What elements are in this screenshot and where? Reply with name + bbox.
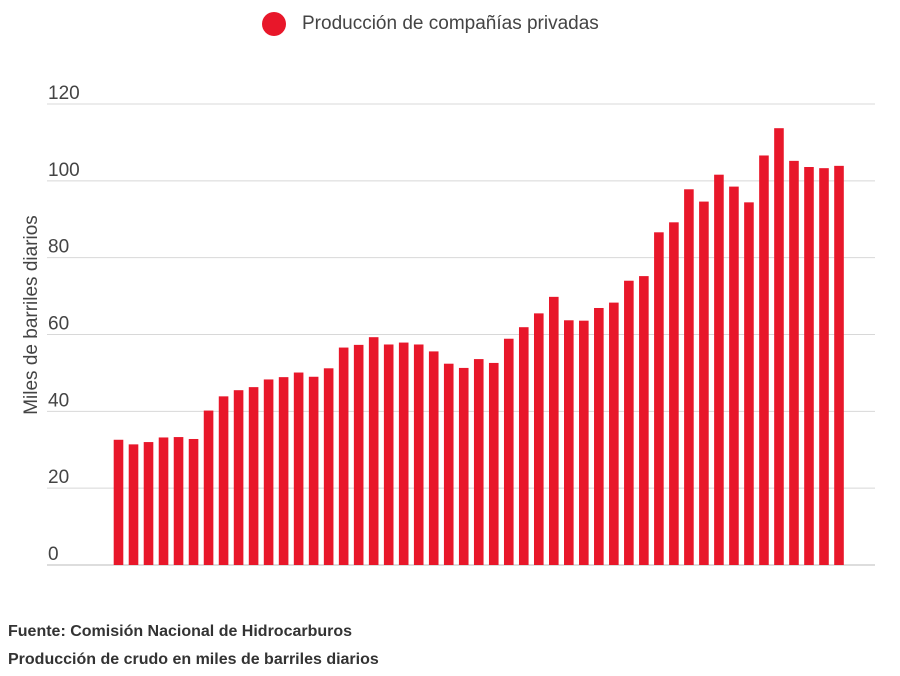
bar xyxy=(338,347,349,565)
y-axis-ticks: 0 20 40 60 80 100 120 xyxy=(48,83,80,565)
bar xyxy=(113,439,124,565)
bar xyxy=(609,302,619,565)
bar xyxy=(819,168,829,565)
y-tick-label: 100 xyxy=(48,160,80,181)
bar xyxy=(173,437,184,565)
bar xyxy=(639,276,649,565)
bar xyxy=(398,342,409,565)
bar xyxy=(669,222,679,565)
bar xyxy=(188,438,199,565)
bar xyxy=(308,376,319,565)
bar xyxy=(684,189,694,566)
legend-label: Producción de compañías privadas xyxy=(302,13,599,34)
bar xyxy=(759,155,769,566)
bar xyxy=(233,390,244,565)
bar xyxy=(458,367,469,565)
bar xyxy=(368,337,379,565)
y-tick-label: 80 xyxy=(48,237,69,258)
source-note: Fuente: Comisión Nacional de Hidrocarbur… xyxy=(8,623,353,640)
footer: Fuente: Comisión Nacional de Hidrocarbur… xyxy=(8,618,379,674)
bar xyxy=(218,396,229,565)
bar xyxy=(789,160,799,566)
units-note: Producción de crudo en miles de barriles… xyxy=(8,651,379,668)
bar xyxy=(278,377,289,565)
bar xyxy=(579,320,589,565)
bar xyxy=(488,362,499,565)
bar xyxy=(518,327,529,565)
bar xyxy=(263,379,274,565)
bars xyxy=(113,128,844,566)
bar xyxy=(564,320,574,565)
y-tick-label: 120 xyxy=(48,83,80,104)
bar xyxy=(744,202,754,565)
bar xyxy=(549,296,559,565)
y-axis-title: Miles de barriles diarios xyxy=(21,215,42,415)
bar xyxy=(714,174,724,565)
bar xyxy=(654,232,664,565)
bar xyxy=(128,444,139,565)
y-tick-label: 60 xyxy=(48,314,69,335)
bar xyxy=(158,437,169,565)
bar xyxy=(413,344,424,565)
bar xyxy=(143,442,154,565)
y-tick-label: 20 xyxy=(48,467,69,488)
bar xyxy=(323,368,334,565)
bar xyxy=(774,128,784,565)
bar xyxy=(699,201,709,565)
bar-chart: 0 20 40 60 80 100 120 Miles de barriles diario… xyxy=(21,83,875,566)
bar xyxy=(533,313,544,565)
legend-marker xyxy=(262,12,286,36)
bar xyxy=(473,359,484,565)
bar xyxy=(624,280,634,565)
bar xyxy=(804,167,814,565)
bar xyxy=(203,410,214,565)
y-tick-label: 40 xyxy=(48,390,69,411)
bar xyxy=(443,363,454,565)
bar xyxy=(248,387,259,565)
bar xyxy=(834,165,844,565)
bar xyxy=(594,307,604,565)
bar xyxy=(729,186,739,565)
bar xyxy=(293,372,304,565)
bar xyxy=(428,351,439,565)
bar xyxy=(353,344,364,565)
y-tick-label: 0 xyxy=(48,544,59,565)
legend: Producción de compañías privadas xyxy=(262,10,599,38)
bar xyxy=(503,338,514,565)
bar xyxy=(383,344,394,565)
